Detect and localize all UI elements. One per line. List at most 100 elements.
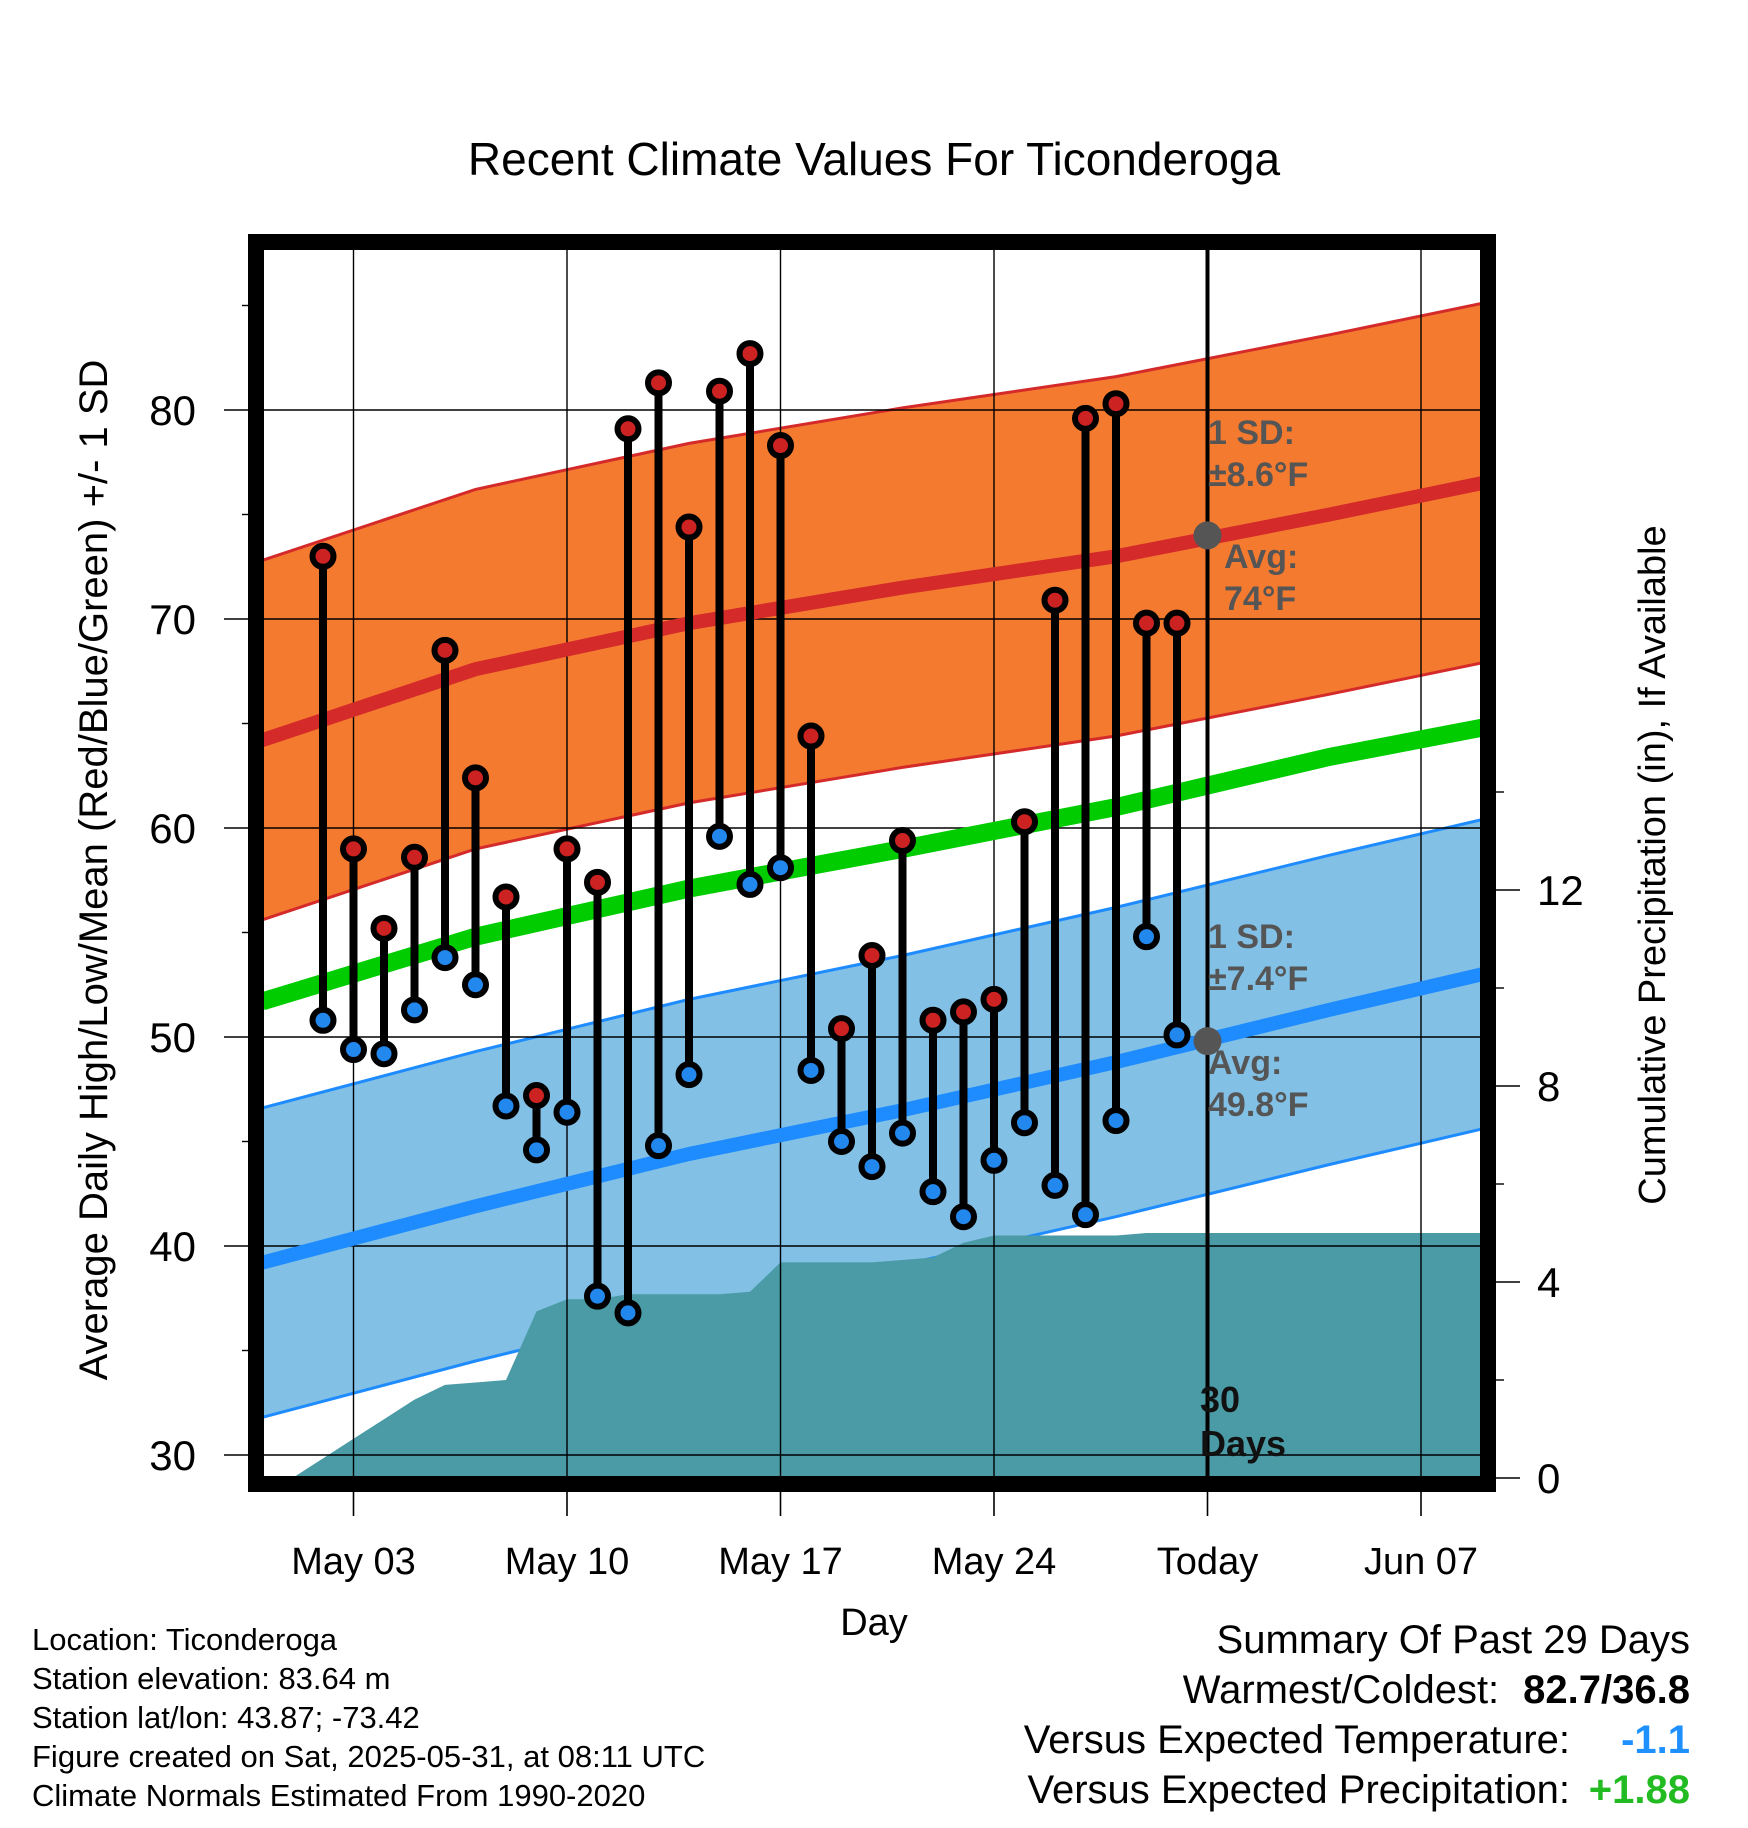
daily-low-point: [1163, 1021, 1191, 1049]
daily-high-point: [462, 764, 489, 792]
plot-frame: [248, 234, 1496, 1492]
daily-high-point: [431, 636, 459, 664]
daily-low-point: [1072, 1201, 1099, 1229]
daily-low-point: [401, 996, 428, 1024]
high-sd-value: ±8.6°F: [1208, 456, 1308, 494]
daily-high-point: [1011, 808, 1038, 836]
daily-high-point: [980, 985, 1008, 1013]
low-sd-annotation: 1 SD: ±7.4°F: [1208, 918, 1308, 998]
today-high-avg-marker: [1193, 521, 1222, 550]
precip-deviation-label: Versus Expected Precipitation:: [1027, 1768, 1570, 1812]
plot-content: [262, 248, 1482, 1478]
daily-high-point: [1041, 586, 1069, 614]
low-sd-label: 1 SD:: [1208, 918, 1295, 956]
daily-low-point: [950, 1203, 977, 1231]
x-tick-label: May 10: [505, 1541, 630, 1583]
days-label: Days: [1200, 1423, 1286, 1464]
y2-tick-label: 12: [1537, 867, 1584, 914]
daily-low-point: [706, 822, 733, 850]
daily-low-point: [675, 1061, 703, 1089]
daily-high-point: [370, 914, 398, 942]
daily-low-point: [828, 1128, 855, 1155]
daily-high-point: [1072, 404, 1099, 432]
daily-low-point: [1041, 1171, 1069, 1199]
high-band-upper-edge: [262, 301, 1482, 562]
low-avg-value: 49.8°F: [1208, 1086, 1309, 1124]
daily-low-point: [919, 1178, 947, 1206]
high-avg-value: 74°F: [1224, 580, 1296, 618]
x-tick-label: Today: [1157, 1541, 1258, 1583]
daily-low-point: [492, 1092, 520, 1120]
x-tick-label: May 24: [932, 1541, 1057, 1583]
daily-low-point: [797, 1056, 825, 1084]
daily-high-point: [828, 1015, 855, 1043]
daily-low-point: [858, 1153, 886, 1181]
plot-area: [262, 248, 1482, 1478]
daily-high-point: [736, 340, 764, 368]
y-axis-label-right: Cumulative Precipitation (in), If Availa…: [1632, 525, 1674, 1204]
daily-high-point: [950, 998, 977, 1026]
daily-high-point: [889, 827, 916, 855]
low-avg-label: Avg:: [1208, 1044, 1282, 1082]
daily-high-point: [1133, 609, 1160, 637]
summary-panel: Summary Of Past 29 Days Warmest/Coldest:…: [1024, 1615, 1690, 1815]
axes: 30 40 50 60 70 80 0 4 8 12 May 03 May 10 May 17 May 2…: [149, 234, 1584, 1583]
daily-high-point: [553, 835, 581, 863]
figure-created: Figure created on Sat, 2025-05-31, at 08…: [32, 1739, 706, 1774]
precip-deviation-value: +1.88: [1588, 1768, 1690, 1812]
chart-title: Recent Climate Values For Ticonderoga: [468, 133, 1281, 185]
y-tick-label: 70: [149, 596, 196, 643]
y-tick-label: 60: [149, 805, 196, 852]
daily-low-point: [370, 1040, 398, 1068]
x-tick-label: Jun 07: [1364, 1541, 1478, 1583]
climate-normals-note: Climate Normals Estimated From 1990-2020: [32, 1778, 646, 1813]
warmest-label: Warmest/Coldest:: [1182, 1668, 1500, 1712]
today-low-avg-marker: [1193, 1027, 1222, 1056]
y2-tick-label: 4: [1537, 1259, 1560, 1306]
daily-low-point: [645, 1132, 672, 1160]
high-sd-annotation: 1 SD: ±8.6°F: [1208, 414, 1308, 494]
daily-high-point: [767, 432, 794, 460]
daily-high-point: [340, 835, 367, 863]
daily-low-point: [462, 971, 489, 999]
high-sd-label: 1 SD:: [1208, 414, 1295, 452]
high-avg-label: Avg:: [1224, 538, 1298, 576]
station-latlon: Station lat/lon: 43.87; -73.42: [32, 1700, 420, 1735]
daily-low-point: [523, 1136, 550, 1164]
daily-high-point: [309, 542, 337, 570]
station-location: Location: Ticonderoga: [32, 1622, 338, 1657]
low-sd-value: ±7.4°F: [1208, 960, 1308, 998]
daily-low-point: [584, 1282, 611, 1310]
y2-tick-label: 8: [1537, 1063, 1560, 1110]
daily-high-point: [1102, 390, 1130, 418]
y-axis-label-left: Average Daily High/Low/Mean (Red/Blue/Gr…: [72, 360, 116, 1381]
daily-high-point: [645, 369, 672, 397]
daily-low-point: [309, 1006, 337, 1034]
y2-tick-label: 0: [1537, 1455, 1560, 1502]
x-axis-label: Day: [840, 1602, 908, 1644]
temp-deviation-value: -1.1: [1621, 1718, 1690, 1762]
daily-low-point: [736, 870, 764, 898]
daily-low-point: [614, 1299, 642, 1327]
summary-temp-row: Versus Expected Temperature: -1.1: [1024, 1715, 1690, 1765]
x-tick-label: May 03: [291, 1541, 416, 1583]
summary-warmest-row: Warmest/Coldest: 82.7/36.8: [1024, 1665, 1690, 1715]
daily-high-point: [523, 1082, 550, 1110]
daily-high-point: [919, 1006, 947, 1034]
daily-high-point: [584, 868, 611, 896]
daily-high-point: [492, 883, 520, 911]
y-tick-label: 80: [149, 387, 196, 434]
summary-heading: Summary Of Past 29 Days: [1216, 1618, 1690, 1662]
high-avg-annotation: Avg: 74°F: [1224, 538, 1298, 618]
high-avg-line: [262, 476, 1482, 747]
daily-high-point: [706, 377, 733, 405]
daily-low-point: [889, 1119, 916, 1147]
summary-precip-row: Versus Expected Precipitation: +1.88: [1024, 1765, 1690, 1815]
low-avg-annotation: Avg: 49.8°F: [1208, 1044, 1309, 1124]
daily-high-point: [797, 722, 825, 750]
days-count: 30: [1200, 1379, 1240, 1420]
y-tick-label: 50: [149, 1014, 196, 1061]
daily-high-point: [401, 843, 428, 871]
daily-low-point: [431, 944, 459, 972]
